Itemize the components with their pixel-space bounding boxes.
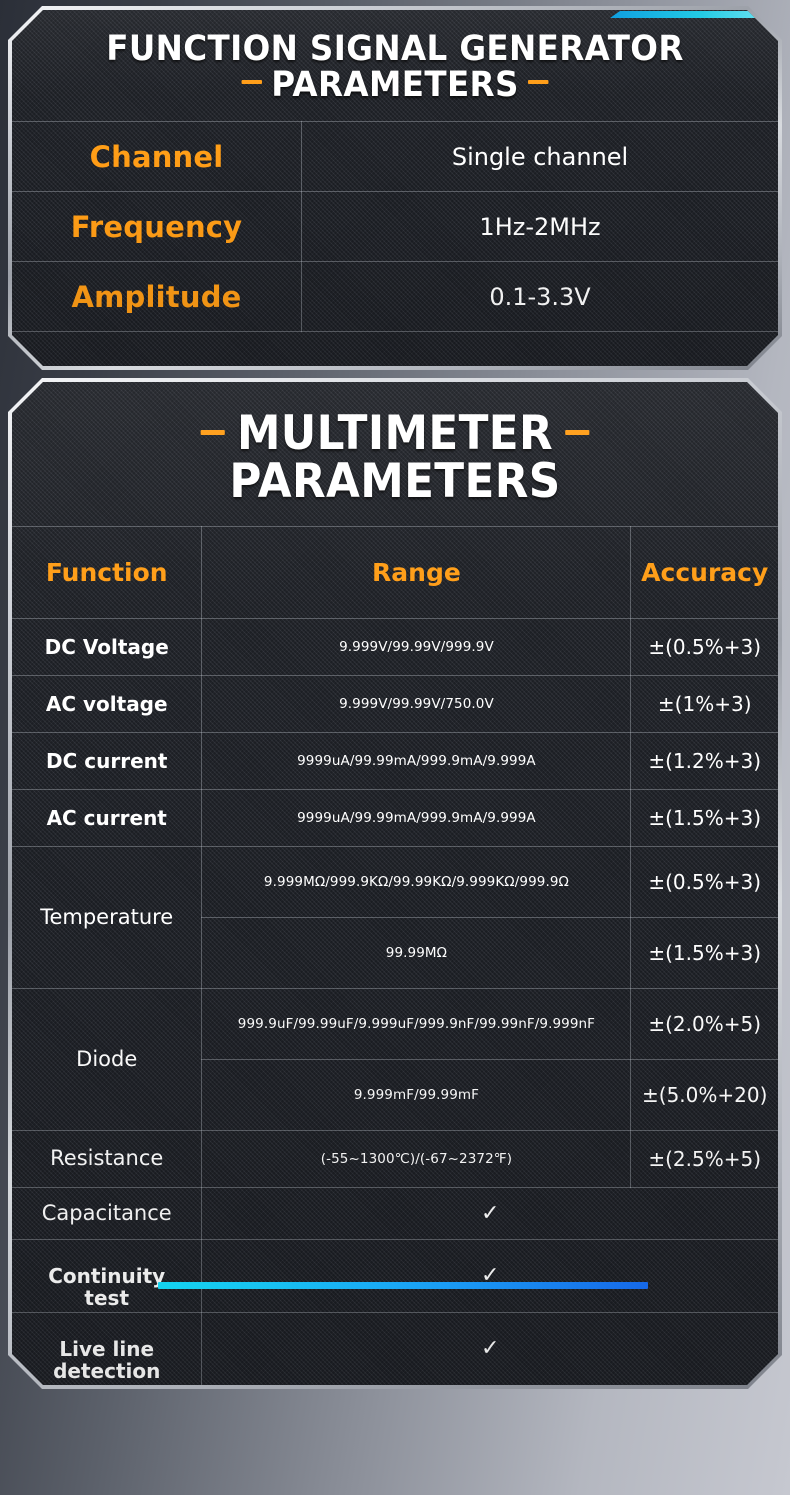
row-accuracy: ±(0.5%+3)	[631, 618, 778, 675]
table-row: Channel Single channel	[12, 122, 778, 192]
dash-left-icon	[241, 80, 261, 84]
column-header-function: Function	[12, 526, 202, 618]
table-row: Frequency 1Hz-2MHz	[12, 192, 778, 262]
table-row: Amplitude 0.1-3.3V	[12, 262, 778, 332]
row-range: (-55~1300℃)/(-67~2372℉)	[202, 1130, 631, 1187]
row-check-mark: ✓	[202, 1312, 778, 1385]
row-range: 9.999V/99.99V/750.0V	[202, 675, 631, 732]
row-check-mark: ✓	[202, 1239, 778, 1312]
row-function-line: test	[84, 1285, 130, 1310]
row-range: 9.999V/99.99V/999.9V	[202, 618, 631, 675]
generator-title: FUNCTION SIGNAL GENERATOR PARAMETERS	[12, 10, 778, 103]
row-function: Resistance	[12, 1130, 202, 1187]
row-accuracy: ±(1%+3)	[631, 675, 778, 732]
row-accuracy: ±(2.0%+5)	[631, 988, 778, 1059]
dash-right-icon	[528, 80, 548, 84]
row-range: 9.999mF/99.99mF	[202, 1059, 631, 1130]
multimeter-panel: MULTIMETER PARAMETERS Function Range Acc…	[8, 378, 782, 1389]
table-row: AC voltage 9.999V/99.99V/750.0V ±(1%+3)	[12, 675, 778, 732]
generator-title-line-2: PARAMETERS	[271, 64, 519, 105]
dash-left-icon	[201, 430, 225, 435]
generator-title-line-2-wrap: PARAMETERS	[39, 68, 751, 104]
table-row: Live line detection ✓	[12, 1312, 778, 1385]
row-range: 9.999MΩ/999.9KΩ/99.99KΩ/9.999KΩ/999.9Ω	[202, 846, 631, 917]
multimeter-title-line-2: PARAMETERS	[229, 453, 561, 509]
row-function: Continuity test	[12, 1239, 202, 1312]
generator-parameters-table: Channel Single channel Frequency 1Hz-2MH…	[12, 121, 778, 332]
cyan-accent-bar-bottom	[158, 1282, 648, 1289]
multimeter-title-line-1-wrap: MULTIMETER	[39, 410, 751, 458]
multimeter-parameters-table: Function Range Accuracy DC Voltage 9.999…	[12, 526, 778, 1385]
multimeter-panel-body: MULTIMETER PARAMETERS Function Range Acc…	[12, 382, 778, 1385]
row-accuracy: ±(5.0%+20)	[631, 1059, 778, 1130]
generator-row-label: Channel	[12, 122, 302, 192]
column-header-range: Range	[202, 526, 631, 618]
cyan-accent-bar-top	[610, 11, 760, 18]
table-row: DC current 9999uA/99.99mA/999.9mA/9.999A…	[12, 732, 778, 789]
row-accuracy: ±(1.5%+3)	[631, 789, 778, 846]
function-signal-generator-panel: FUNCTION SIGNAL GENERATOR PARAMETERS Cha…	[8, 6, 782, 370]
table-row: Temperature 9.999MΩ/999.9KΩ/99.99KΩ/9.99…	[12, 846, 778, 917]
row-range: 99.99MΩ	[202, 917, 631, 988]
generator-panel-body: FUNCTION SIGNAL GENERATOR PARAMETERS Cha…	[12, 10, 778, 366]
table-row: Resistance (-55~1300℃)/(-67~2372℉) ±(2.5…	[12, 1130, 778, 1187]
table-header-row: Function Range Accuracy	[12, 526, 778, 618]
row-function-line: Live line	[59, 1336, 155, 1361]
row-accuracy: ±(1.5%+3)	[631, 917, 778, 988]
row-function: AC voltage	[12, 675, 202, 732]
row-function-line: detection	[53, 1358, 161, 1383]
row-range: 9999uA/99.99mA/999.9mA/9.999A	[202, 732, 631, 789]
row-function: DC current	[12, 732, 202, 789]
generator-row-label: Frequency	[12, 192, 302, 262]
multimeter-title: MULTIMETER PARAMETERS	[12, 382, 778, 506]
dash-right-icon	[565, 430, 589, 435]
generator-row-value: Single channel	[302, 122, 778, 192]
table-row: Continuity test ✓	[12, 1239, 778, 1312]
row-function: Live line detection	[12, 1312, 202, 1385]
row-function: Diode	[12, 988, 202, 1130]
row-function: Capacitance	[12, 1187, 202, 1239]
row-accuracy: ±(1.2%+3)	[631, 732, 778, 789]
row-range: 9999uA/99.99mA/999.9mA/9.999A	[202, 789, 631, 846]
table-row: Capacitance ✓	[12, 1187, 778, 1239]
row-function: AC current	[12, 789, 202, 846]
generator-row-label: Amplitude	[12, 262, 302, 332]
table-row: 99.99MΩ ±(1.5%+3)	[12, 917, 778, 988]
row-function: DC Voltage	[12, 618, 202, 675]
row-range: 999.9uF/99.99uF/9.999uF/999.9nF/99.99nF/…	[202, 988, 631, 1059]
row-function: Temperature	[12, 846, 202, 988]
multimeter-title-line-1: MULTIMETER	[236, 406, 554, 461]
table-row: Diode 999.9uF/99.99uF/9.999uF/999.9nF/99…	[12, 988, 778, 1059]
column-header-accuracy: Accuracy	[631, 526, 778, 618]
generator-row-value: 1Hz-2MHz	[302, 192, 778, 262]
row-function-line: Continuity	[48, 1263, 166, 1288]
row-accuracy: ±(2.5%+5)	[631, 1130, 778, 1187]
row-check-mark: ✓	[202, 1187, 778, 1239]
generator-row-value: 0.1-3.3V	[302, 262, 778, 332]
table-row: DC Voltage 9.999V/99.99V/999.9V ±(0.5%+3…	[12, 618, 778, 675]
row-accuracy: ±(0.5%+3)	[631, 846, 778, 917]
generator-title-line-1: FUNCTION SIGNAL GENERATOR	[106, 29, 684, 69]
table-row: AC current 9999uA/99.99mA/999.9mA/9.999A…	[12, 789, 778, 846]
